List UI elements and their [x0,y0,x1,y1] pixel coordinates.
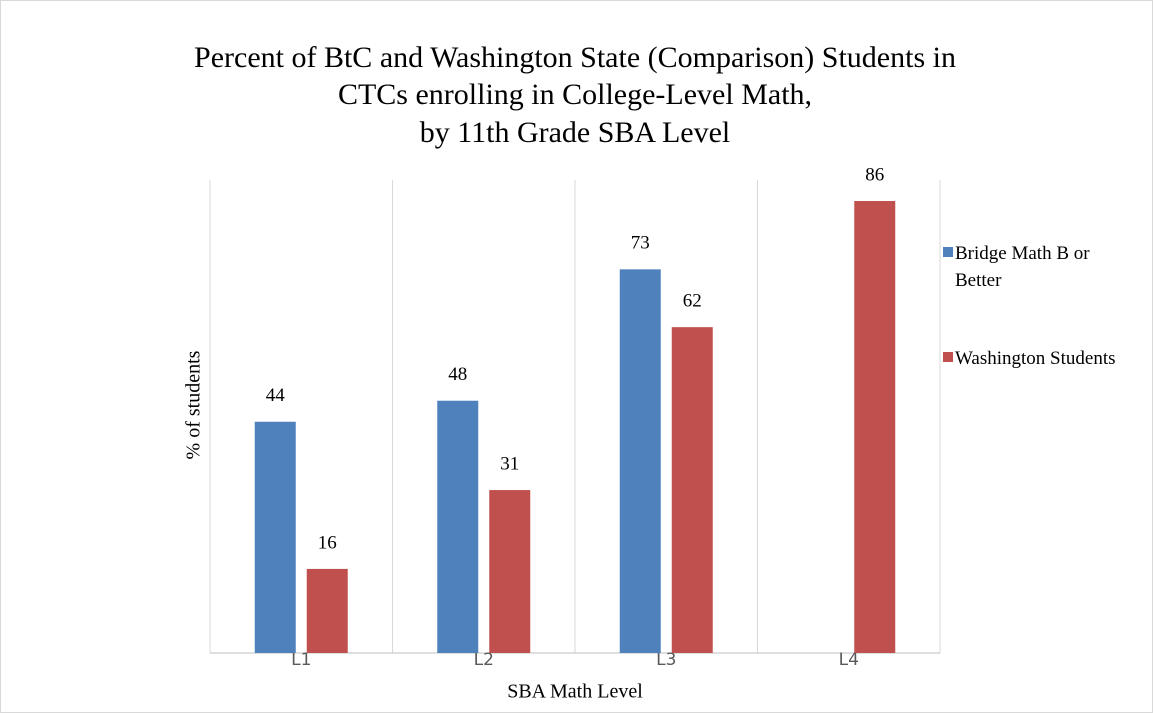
y-axis-label: % of students [183,350,205,459]
data-label: 73 [631,233,650,254]
x-tick-label: L1 [291,650,311,670]
x-tick-label: L2 [474,650,494,670]
chart-title: by 11th Grade SBA Level [420,116,731,149]
data-label: 86 [865,164,884,185]
x-tick-label: L3 [656,650,676,670]
data-label: 48 [448,364,467,385]
legend-swatch [943,247,953,257]
x-tick-label: L4 [839,650,859,670]
bar [671,327,713,653]
legend-swatch [943,352,953,362]
bar [306,568,348,653]
legend-label: Bridge Math B or Better [955,243,1090,291]
chart-title: Percent of BtC and Washington State (Com… [194,41,956,74]
bar [489,490,531,653]
data-label: 16 [318,532,337,553]
legend-label: Washington Students [955,348,1116,369]
chart-title: CTCs enrolling in College-Level Math, [338,78,812,111]
bar [619,269,661,653]
x-axis-label: SBA Math Level [507,681,643,703]
bar [437,400,479,653]
bar [854,201,896,653]
data-label: 62 [683,291,702,312]
data-label: 44 [266,385,286,406]
data-label: 31 [500,453,519,474]
bar [254,421,296,653]
